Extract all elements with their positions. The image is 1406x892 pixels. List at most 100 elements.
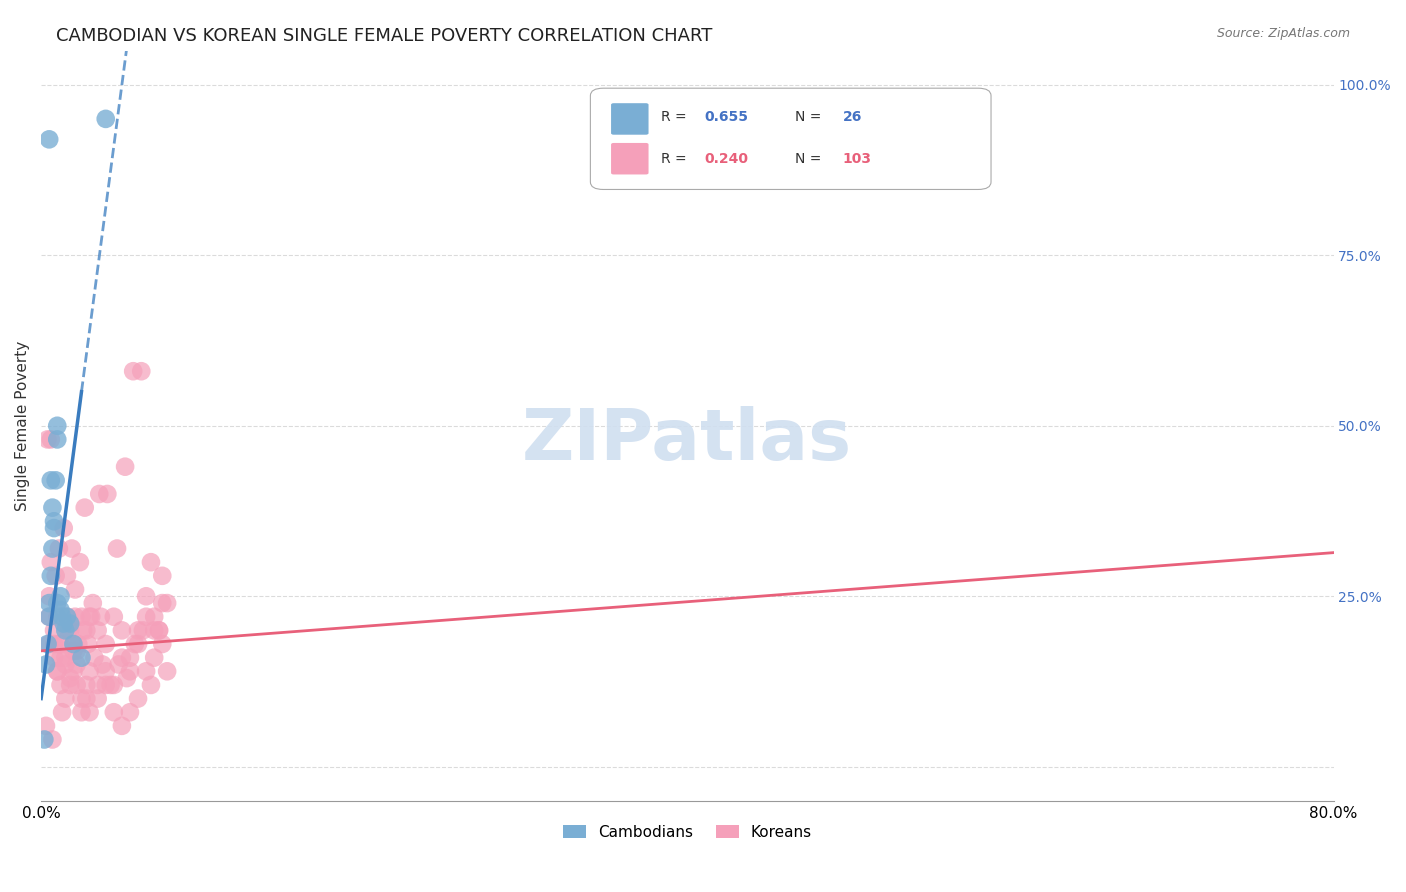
Point [59, 624, 82, 638]
Point [59, 616, 82, 631]
Point [94, 678, 117, 692]
Point [75, 691, 97, 706]
Point [66, 657, 89, 672]
Point [143, 609, 166, 624]
Point [94, 112, 117, 126]
Point [46, 433, 69, 447]
Text: N =: N = [794, 152, 825, 166]
Point [118, 650, 141, 665]
Point [86, 624, 108, 638]
Point [62, 644, 84, 658]
Point [111, 624, 134, 638]
Point [66, 644, 89, 658]
Point [70, 691, 93, 706]
Point [107, 657, 129, 672]
Point [49, 603, 72, 617]
Point [127, 624, 149, 638]
Point [86, 678, 108, 692]
Point [38, 637, 60, 651]
Point [94, 665, 117, 679]
Point [69, 555, 91, 569]
Point [37, 637, 59, 651]
Text: CAMBODIAN VS KOREAN SINGLE FEMALE POVERTY CORRELATION CHART: CAMBODIAN VS KOREAN SINGLE FEMALE POVERT… [56, 27, 713, 45]
Point [53, 657, 76, 672]
Point [67, 637, 90, 651]
Point [34, 732, 56, 747]
Point [79, 609, 101, 624]
Text: R =: R = [661, 111, 692, 125]
Text: ZIPatlas: ZIPatlas [522, 406, 852, 475]
Point [72, 624, 94, 638]
Point [38, 132, 60, 146]
Point [46, 609, 69, 624]
Point [132, 624, 155, 638]
Point [150, 596, 173, 610]
Point [127, 637, 149, 651]
Point [75, 624, 97, 638]
Point [100, 678, 122, 692]
Point [82, 596, 104, 610]
Point [45, 473, 67, 487]
Point [79, 665, 101, 679]
Point [156, 596, 179, 610]
Point [51, 705, 73, 719]
Point [49, 650, 72, 665]
Point [42, 624, 65, 638]
Point [46, 665, 69, 679]
Point [42, 650, 65, 665]
Point [150, 637, 173, 651]
Point [86, 691, 108, 706]
FancyBboxPatch shape [612, 103, 648, 135]
Point [38, 596, 60, 610]
Point [77, 637, 100, 651]
Point [156, 665, 179, 679]
Point [53, 624, 76, 638]
Point [39, 555, 62, 569]
Point [49, 589, 72, 603]
Point [114, 459, 136, 474]
Text: 103: 103 [842, 152, 872, 166]
Point [53, 691, 76, 706]
Point [35, 657, 58, 672]
Point [139, 555, 162, 569]
Point [148, 624, 170, 638]
Point [103, 609, 125, 624]
Text: R =: R = [661, 152, 692, 166]
Point [42, 514, 65, 528]
Point [135, 609, 157, 624]
Point [38, 609, 60, 624]
Point [122, 364, 145, 378]
Point [115, 671, 138, 685]
Point [46, 418, 69, 433]
Point [66, 678, 89, 692]
Point [45, 569, 67, 583]
Point [105, 541, 128, 556]
FancyBboxPatch shape [612, 143, 648, 175]
Text: 0.655: 0.655 [704, 111, 748, 125]
Point [52, 521, 75, 535]
Point [38, 589, 60, 603]
Point [59, 671, 82, 685]
Point [135, 665, 157, 679]
FancyBboxPatch shape [591, 88, 991, 189]
Point [79, 705, 101, 719]
Point [91, 657, 114, 672]
Point [148, 624, 170, 638]
Point [118, 705, 141, 719]
Point [150, 569, 173, 583]
Point [41, 541, 63, 556]
Point [46, 596, 69, 610]
Point [118, 665, 141, 679]
Point [49, 637, 72, 651]
Point [143, 624, 166, 638]
Point [35, 719, 58, 733]
Y-axis label: Single Female Poverty: Single Female Poverty [15, 341, 30, 511]
Point [96, 487, 118, 501]
Point [70, 650, 93, 665]
Point [70, 609, 93, 624]
Point [62, 637, 84, 651]
Point [103, 678, 125, 692]
Point [56, 569, 79, 583]
Point [111, 719, 134, 733]
Point [37, 433, 59, 447]
